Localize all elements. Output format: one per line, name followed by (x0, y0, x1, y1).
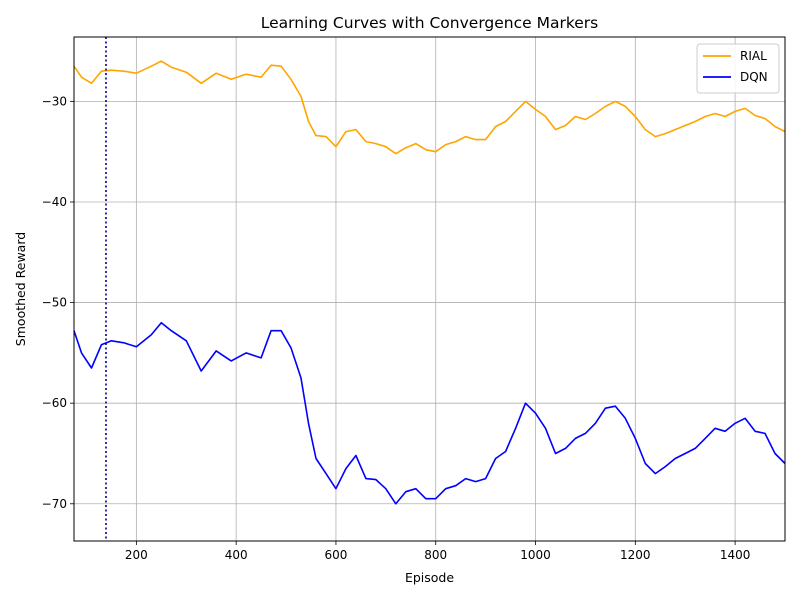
plot-area (73, 37, 786, 541)
legend-label-dqn: DQN (740, 70, 768, 84)
y-tick-label: −50 (42, 296, 67, 310)
x-tick-label: 600 (324, 548, 347, 562)
x-tick-label: 1000 (520, 548, 551, 562)
x-tick-label: 1400 (720, 548, 751, 562)
y-axis-label: Smoothed Reward (13, 232, 28, 346)
series-line-rial (73, 60, 786, 155)
y-tick-label: −70 (42, 497, 67, 511)
axes-frame (73, 36, 786, 542)
legend-label-rial: RIAL (740, 49, 767, 63)
y-tick-label: −30 (42, 94, 67, 108)
grid-lines (74, 37, 785, 541)
series-line-dqn (73, 321, 786, 505)
x-tick-label: 400 (225, 548, 248, 562)
y-tick-label: −60 (42, 396, 67, 410)
chart-title: Learning Curves with Convergence Markers (261, 14, 599, 32)
legend: RIAL DQN (696, 43, 780, 94)
x-axis-label: Episode (405, 570, 454, 585)
x-tick-label: 800 (424, 548, 447, 562)
x-tick-label: 1200 (620, 548, 651, 562)
y-tick-label: −40 (42, 195, 67, 209)
x-tick-label: 200 (125, 548, 148, 562)
axis-ticks: 200 400 600 800 1000 1200 1400 −70 −60 −50 −40 −30 (42, 94, 751, 562)
